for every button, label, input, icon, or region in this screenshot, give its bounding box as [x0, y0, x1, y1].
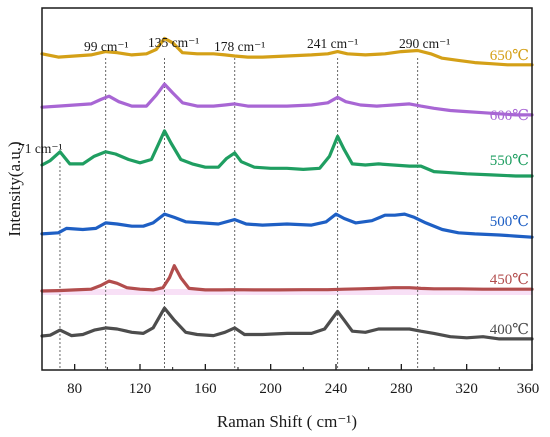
series-line-2 — [40, 212, 534, 239]
series-label-4: 600℃ — [490, 108, 529, 124]
series-layer — [40, 36, 534, 341]
x-tick-label-200: 200 — [259, 381, 282, 397]
x-axis-ticks: 80 120 160 200 240 280 320 360 — [67, 364, 539, 397]
x-axis-title: Raman Shift ( cm⁻¹) — [217, 412, 357, 431]
series-label-0: 400℃ — [490, 322, 529, 338]
peak-label-135: 135 cm⁻¹ — [148, 35, 199, 50]
x-tick-label-160: 160 — [194, 381, 217, 397]
x-tick-label-320: 320 — [455, 381, 478, 397]
series-label-2: 500℃ — [490, 214, 529, 230]
x-tick-label-120: 120 — [129, 381, 152, 397]
series-line-0 — [40, 306, 534, 341]
x-tick-label-360: 360 — [517, 381, 540, 397]
plot-frame — [41, 7, 533, 371]
series-line-5 — [40, 36, 534, 67]
y-axis-title: Intensity(a.u.) — [5, 141, 24, 236]
x-tick-label-240: 240 — [325, 381, 348, 397]
chart-labels: 71 cm⁻¹ 99 cm⁻¹ 135 cm⁻¹ 178 cm⁻¹ 241 cm⁻¹ 29… — [18, 35, 529, 338]
x-tick-label-80: 80 — [67, 381, 82, 397]
peak-label-241: 241 cm⁻¹ — [307, 36, 358, 51]
peak-label-290: 290 cm⁻¹ — [399, 36, 450, 51]
peak-label-99: 99 cm⁻¹ — [84, 39, 129, 54]
peak-label-71: 71 cm⁻¹ — [18, 141, 63, 156]
series-label-3: 550℃ — [490, 153, 529, 169]
series-label-5: 650℃ — [490, 48, 529, 64]
x-tick-label-280: 280 — [390, 381, 413, 397]
series-line-1 — [40, 264, 534, 293]
series-label-1: 450℃ — [490, 272, 529, 288]
series-line-4 — [40, 82, 534, 117]
peak-label-178: 178 cm⁻¹ — [214, 39, 265, 54]
highlight-band — [42, 289, 532, 295]
series-line-3 — [40, 129, 534, 178]
